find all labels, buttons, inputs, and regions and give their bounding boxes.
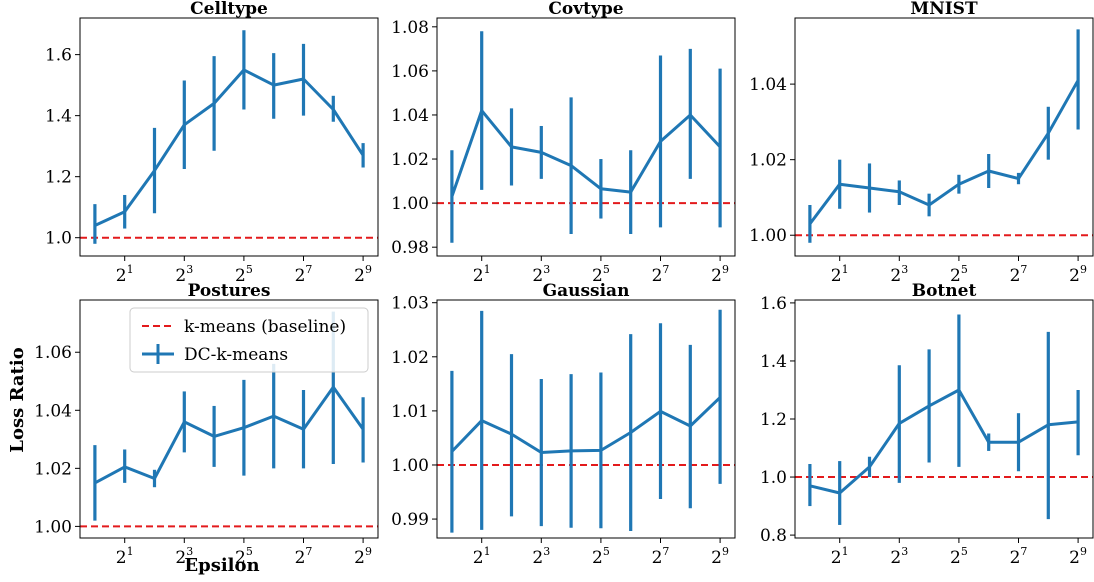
y-tick-label: 0.98	[391, 238, 429, 258]
y-tick-label: 1.01	[391, 402, 429, 422]
x-tick-label: 27	[652, 263, 670, 286]
x-tick-label: 21	[116, 545, 134, 568]
axes-frame	[79, 299, 379, 539]
x-tick-label: 21	[116, 263, 134, 286]
x-tick-label: 23	[175, 545, 193, 568]
panel-title: Gaussian	[543, 281, 630, 301]
series-line	[94, 385, 365, 485]
y-tick-label: 1.04	[34, 401, 72, 421]
x-tick-label: 21	[831, 263, 849, 286]
x-tick-label: 27	[295, 263, 313, 286]
x-tick-label: 29	[711, 263, 729, 286]
x-tick-label: 25	[592, 545, 610, 568]
axes-frame	[79, 17, 379, 257]
x-tick-label: 25	[592, 263, 610, 286]
x-tick-label: 21	[473, 545, 491, 568]
y-tick-label: 1.0	[760, 468, 787, 488]
y-tick-label: 1.02	[391, 150, 429, 170]
y-tick-label: 1.6	[45, 46, 72, 66]
x-tick-label: 29	[354, 545, 372, 568]
panel-title: Botnet	[912, 281, 977, 301]
y-tick-label: 1.06	[34, 343, 72, 363]
y-tick-label: 1.03	[391, 294, 429, 314]
y-tick-label: 0.99	[391, 510, 429, 530]
x-tick-label: 29	[1069, 545, 1087, 568]
x-tick-label: 23	[175, 263, 193, 286]
x-tick-label: 23	[890, 545, 908, 568]
x-tick-label: 29	[711, 545, 729, 568]
x-tick-label: 25	[235, 545, 253, 568]
x-tick-label: 27	[652, 545, 670, 568]
panel-title: Covtype	[548, 0, 623, 19]
series-line	[450, 109, 722, 197]
y-tick-label: 1.04	[391, 106, 429, 126]
y-tick-label: 1.4	[760, 352, 787, 372]
axes-frame	[436, 299, 736, 539]
x-tick-label: 23	[890, 263, 908, 286]
chart-panel: Botnet 0.8 1.0 1.2 1.4 1.6 21 23 25 27 29	[760, 281, 1094, 568]
y-tick-label: 1.0	[45, 229, 72, 249]
x-tick-label: 25	[950, 263, 968, 286]
series-line	[450, 396, 722, 454]
x-tick-label: 23	[532, 263, 550, 286]
x-tick-label: 29	[1069, 263, 1087, 286]
y-tick-label: 1.02	[34, 459, 72, 479]
y-tick-label: 1.00	[391, 194, 429, 214]
y-tick-label: 1.08	[391, 18, 429, 38]
series-line	[94, 68, 365, 227]
x-axis-label: Epsilon	[184, 555, 259, 576]
chart-panel: Celltype 1.0 1.2 1.4 1.6 21 23 25 27 29	[45, 0, 379, 286]
x-tick-label: 27	[295, 545, 313, 568]
legend: k-means (baseline) DC-k-means	[129, 307, 369, 373]
y-tick-label: 1.2	[760, 410, 787, 430]
y-tick-label: 1.00	[749, 226, 787, 246]
y-tick-label: 1.2	[45, 168, 72, 188]
x-tick-label: 25	[235, 263, 253, 286]
x-tick-label: 27	[1010, 545, 1028, 568]
chart-panel: MNIST 1.00 1.02 1.04 21 23 25 27 29	[749, 0, 1094, 286]
axes-frame	[436, 17, 736, 257]
y-axis-label: Loss Ratio	[7, 347, 28, 452]
series-line	[809, 388, 1079, 495]
y-tick-label: 1.02	[391, 348, 429, 368]
chart-panel: Postures 1.00 1.02 1.04 1.06 21 23 25 27 29 k-mean…	[34, 281, 379, 568]
y-tick-label: 1.00	[391, 456, 429, 476]
y-tick-label: 1.00	[34, 517, 72, 537]
panel-title: Celltype	[190, 0, 268, 19]
x-tick-label: 21	[831, 545, 849, 568]
x-tick-label: 25	[950, 545, 968, 568]
y-tick-label: 0.8	[760, 526, 787, 546]
legend-baseline-label: k-means (baseline)	[184, 317, 346, 337]
y-tick-label: 1.4	[45, 107, 72, 127]
y-tick-label: 1.02	[749, 151, 787, 171]
series-line	[808, 79, 1080, 225]
chart-panel: Gaussian 0.99 1.00 1.01 1.02 1.03 21 23 25 27 29	[391, 281, 736, 568]
y-tick-label: 1.06	[391, 62, 429, 82]
legend-box	[129, 307, 369, 373]
legend-series-label: DC-k-means	[184, 345, 288, 365]
panel-title: MNIST	[910, 0, 978, 19]
y-tick-label: 1.6	[760, 294, 787, 314]
x-tick-label: 27	[1010, 263, 1028, 286]
x-tick-label: 29	[354, 263, 372, 286]
x-tick-label: 23	[532, 545, 550, 568]
axes-frame	[794, 17, 1094, 257]
y-tick-label: 1.04	[749, 75, 787, 95]
x-tick-label: 21	[473, 263, 491, 286]
chart-panel: Covtype 0.98 1.00 1.02 1.04 1.06 1.08 21 23 25 27 2…	[391, 0, 736, 286]
panel-title: Postures	[188, 281, 271, 301]
